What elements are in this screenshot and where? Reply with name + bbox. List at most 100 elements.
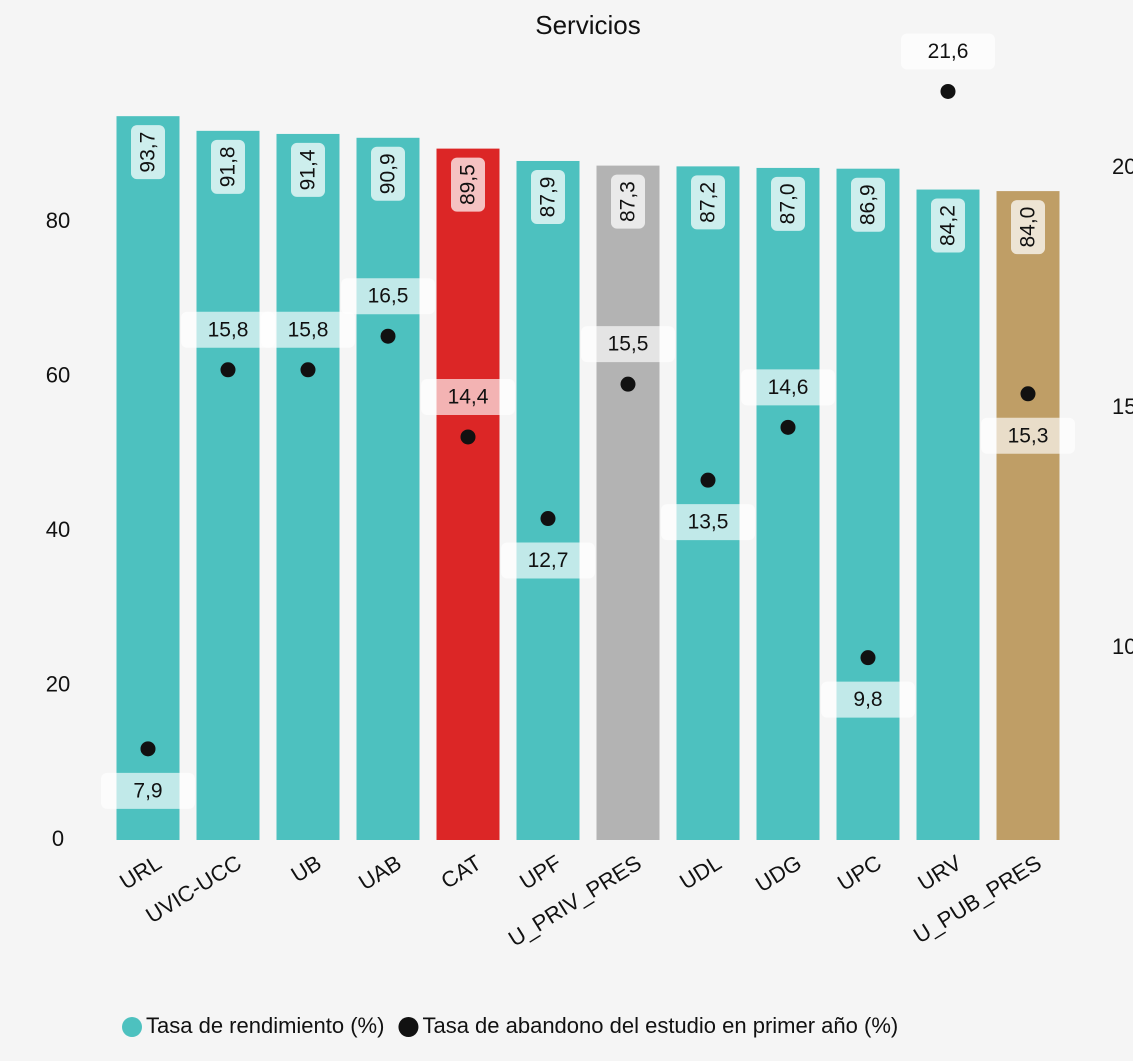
bar-value-text: 91,8 [217, 146, 240, 187]
legend-swatch [398, 1017, 419, 1037]
dot-value-label: 15,3 [1008, 424, 1049, 447]
label-bg [181, 311, 275, 348]
bar [516, 160, 580, 840]
bar-value-label: 84,2 [931, 198, 965, 253]
label-bg [771, 176, 805, 231]
label-bg [741, 369, 835, 406]
y-tick-label: 80 [46, 208, 70, 233]
label-bg [421, 378, 515, 415]
x-tick-label: CAT [437, 850, 486, 894]
bar-value-label: 91,4 [291, 142, 325, 197]
y2-tick-label: 20 [1112, 154, 1133, 179]
dot [780, 419, 796, 435]
bar [596, 165, 660, 841]
label-bg [101, 772, 195, 809]
x-tick-label: U_PRIV_PRES [504, 850, 646, 952]
x-tick-label: URL [115, 850, 166, 895]
dot-value-label: 15,8 [288, 318, 329, 341]
dot [860, 650, 876, 666]
x-tick-label: UDL [675, 850, 726, 895]
bar-value-text: 86,9 [857, 184, 880, 225]
bar-value-text: 87,0 [777, 183, 800, 224]
label-bg [291, 142, 325, 197]
label-bg [261, 311, 355, 348]
bar [916, 189, 980, 840]
dot-value-label: 15,8 [208, 318, 249, 341]
label-bg [131, 125, 165, 180]
bar-value-text: 84,2 [937, 205, 960, 246]
y-tick-label: 0 [52, 826, 64, 851]
label-bg [661, 504, 755, 541]
label-bg [501, 542, 595, 579]
label-bg [981, 417, 1075, 454]
x-tick-label: UPC [833, 850, 886, 896]
bar-value-label: 87,3 [611, 174, 645, 229]
bar-value-text: 93,7 [137, 132, 160, 173]
label-bg [931, 198, 965, 253]
bar [276, 133, 340, 840]
dot-value-label: 13,5 [688, 511, 729, 534]
bar [676, 166, 740, 840]
label-bg [211, 139, 245, 194]
bar-value-text: 87,2 [697, 182, 720, 223]
label-bg [821, 681, 915, 718]
bar [356, 137, 420, 841]
y-tick-label: 60 [46, 362, 70, 387]
dot-value-label: 21,6 [928, 40, 969, 63]
bar [996, 191, 1060, 841]
y-tick-label: 20 [46, 671, 70, 696]
dot [300, 362, 316, 378]
label-bg [691, 175, 725, 230]
bar-value-label: 87,0 [771, 176, 805, 231]
legend-label: Tasa de abandono del estudio en primer a… [422, 1013, 898, 1038]
x-tick-label: UDG [751, 850, 806, 897]
dot-value-label: 14,6 [768, 376, 809, 399]
y-tick-label: 40 [46, 517, 70, 542]
x-tick-label: UPF [515, 850, 566, 895]
dot-value-label: 15,5 [608, 333, 649, 356]
dot-value-label: 14,4 [448, 386, 489, 409]
dot [700, 472, 716, 488]
dot [940, 83, 956, 99]
bar-value-label: 87,9 [531, 169, 565, 224]
bar-value-text: 90,9 [377, 153, 400, 194]
label-bg [531, 169, 565, 224]
x-tick-label: UAB [354, 850, 406, 895]
dot [1020, 386, 1036, 402]
x-tick-label: URV [913, 850, 966, 896]
bar [436, 148, 500, 841]
dot-value-label: 9,8 [853, 688, 882, 711]
label-bg [581, 326, 675, 363]
dot-value-label: 7,9 [133, 779, 162, 802]
label-bg [851, 177, 885, 232]
bar-value-label: 93,7 [131, 125, 165, 180]
label-bg [901, 33, 995, 70]
bar-value-text: 87,3 [617, 181, 640, 222]
bar-value-label: 86,9 [851, 177, 885, 232]
dot [460, 429, 476, 445]
dot [140, 741, 156, 757]
dot-value-label: 16,5 [368, 285, 409, 308]
bar-value-label: 90,9 [371, 146, 405, 201]
bar-value-label: 89,5 [451, 157, 485, 212]
label-bg [451, 157, 485, 212]
chart-title: Servicios [535, 10, 640, 40]
dot-value-label: 12,7 [528, 549, 569, 572]
y2-tick-label: 15 [1112, 394, 1133, 419]
x-tick-label: UB [287, 850, 326, 887]
bar-value-label: 91,8 [211, 139, 245, 194]
label-bg [371, 146, 405, 201]
label-bg [1011, 200, 1045, 255]
bar-value-label: 84,0 [1011, 200, 1045, 255]
dot [380, 328, 396, 344]
label-bg [341, 278, 435, 315]
dot [220, 362, 236, 378]
bar [836, 168, 900, 840]
bar [756, 167, 820, 841]
bar [116, 116, 180, 841]
bar-value-text: 84,0 [1017, 207, 1040, 248]
legend-swatch [122, 1017, 142, 1037]
dot [620, 376, 636, 392]
